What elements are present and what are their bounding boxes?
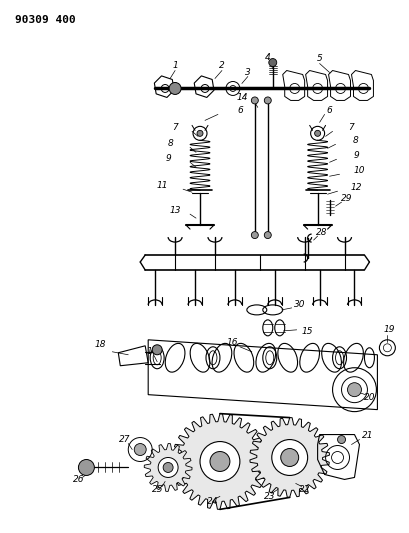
Circle shape [264,232,271,239]
Text: 90309 400: 90309 400 [15,15,75,25]
Text: 1: 1 [172,61,178,70]
Circle shape [281,449,299,466]
Polygon shape [172,414,268,510]
Circle shape [252,97,258,104]
Text: 13: 13 [169,206,181,215]
Text: 21: 21 [362,431,373,440]
Text: 20: 20 [364,393,375,402]
Text: 26: 26 [73,475,84,484]
Text: 5: 5 [317,54,322,63]
Text: 8: 8 [353,136,358,145]
Text: 24: 24 [207,497,219,506]
Text: 14: 14 [236,93,247,102]
Text: 7: 7 [348,123,354,132]
Text: 27: 27 [119,435,130,444]
Circle shape [79,459,94,475]
Polygon shape [250,417,330,497]
Circle shape [264,97,271,104]
Text: 28: 28 [316,228,327,237]
Text: 11: 11 [156,181,168,190]
Text: 16: 16 [226,338,238,348]
Circle shape [348,383,362,397]
Text: 4: 4 [265,53,271,62]
Circle shape [152,345,162,355]
Circle shape [197,131,203,136]
Polygon shape [144,443,192,491]
Circle shape [210,451,230,472]
Text: 22: 22 [299,485,310,494]
Text: 12: 12 [351,183,362,192]
Circle shape [169,83,181,94]
Text: 7: 7 [172,123,178,132]
Text: 17: 17 [146,348,158,356]
Text: 8: 8 [167,139,173,148]
Circle shape [163,463,173,472]
Text: 29: 29 [341,193,352,203]
Text: 2: 2 [219,61,225,70]
Text: 6: 6 [237,106,243,115]
Circle shape [337,435,346,443]
Text: 30: 30 [294,301,306,309]
Text: 23: 23 [264,492,276,501]
Text: 9: 9 [165,154,171,163]
Text: 25: 25 [153,485,164,494]
Text: 3: 3 [245,68,251,77]
Circle shape [315,131,321,136]
Text: 9: 9 [354,151,360,160]
Circle shape [272,440,308,475]
Text: 6: 6 [327,106,333,115]
Circle shape [252,232,258,239]
Text: 18: 18 [94,340,106,349]
Text: 15: 15 [302,327,313,336]
Circle shape [200,441,240,481]
Circle shape [158,457,178,478]
Circle shape [134,443,146,456]
Text: 10: 10 [354,166,365,175]
Text: 19: 19 [384,325,395,334]
Circle shape [269,59,277,67]
